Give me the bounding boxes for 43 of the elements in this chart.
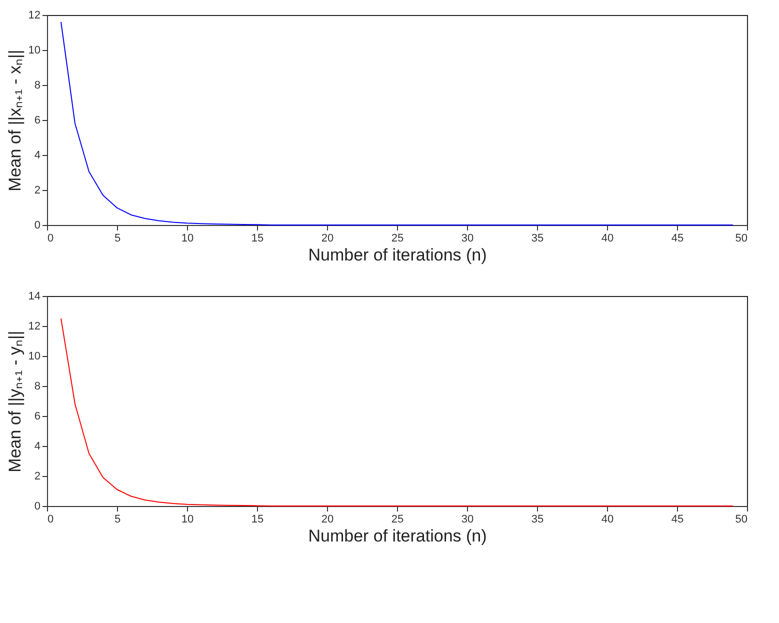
x-tick-label: 10 bbox=[181, 232, 194, 244]
x-tick-label: 35 bbox=[531, 232, 544, 244]
x-tick-label: 25 bbox=[391, 232, 404, 244]
y-tick-label: 0 bbox=[34, 220, 40, 232]
y-tick-label: 12 bbox=[28, 320, 40, 332]
x-tick-label: 5 bbox=[114, 514, 121, 526]
y-tick-label: 12 bbox=[28, 10, 40, 22]
x-tick-label: 25 bbox=[391, 514, 404, 526]
x-tick-label: 40 bbox=[601, 232, 614, 244]
x-tick-label: 35 bbox=[531, 514, 544, 526]
x-tick-label: 45 bbox=[671, 232, 684, 244]
x-tick-label: 40 bbox=[601, 514, 614, 526]
y-tick-label: 10 bbox=[28, 350, 40, 362]
line-series bbox=[60, 22, 734, 226]
y-tick-label: 8 bbox=[34, 380, 40, 392]
y-tick-label: 0 bbox=[34, 500, 40, 512]
y-tick-label: 10 bbox=[28, 44, 40, 56]
x-tick-label: 10 bbox=[181, 514, 194, 526]
x-tick-label: 50 bbox=[735, 514, 748, 526]
y-tick-label: 4 bbox=[34, 150, 40, 162]
y-tick-label: 6 bbox=[34, 410, 40, 422]
y-axis-title: Mean of ||xₙ₊₁ - xₙ|| bbox=[5, 50, 24, 192]
y-tick-label: 2 bbox=[34, 184, 40, 196]
x-tick-label: 30 bbox=[461, 232, 474, 244]
x-tick-label: 15 bbox=[251, 232, 264, 244]
x-tick-label: 0 bbox=[48, 232, 54, 244]
x-tick-label: 50 bbox=[735, 232, 748, 244]
line-series bbox=[60, 318, 734, 506]
x-tick-label: 15 bbox=[251, 514, 264, 526]
x-tick-label: 0 bbox=[48, 514, 54, 526]
x-tick-label: 5 bbox=[114, 232, 121, 244]
x-tick-label: 45 bbox=[671, 514, 684, 526]
y-tick-label: 4 bbox=[34, 440, 40, 452]
x-tick-label: 20 bbox=[321, 514, 334, 526]
x-tick-label: 20 bbox=[321, 232, 334, 244]
x-axis-title: Number of iterations (n) bbox=[308, 246, 487, 264]
y-tick-label: 14 bbox=[28, 290, 40, 302]
y-tick-label: 2 bbox=[34, 470, 40, 482]
x-axis-title: Number of iterations (n) bbox=[308, 526, 487, 546]
y-tick-label: 6 bbox=[34, 114, 40, 126]
y-axis-title: Mean of ||yₙ₊₁ - yₙ|| bbox=[5, 330, 24, 472]
y-tick-label: 8 bbox=[34, 80, 40, 92]
x-tick-label: 30 bbox=[461, 514, 474, 526]
